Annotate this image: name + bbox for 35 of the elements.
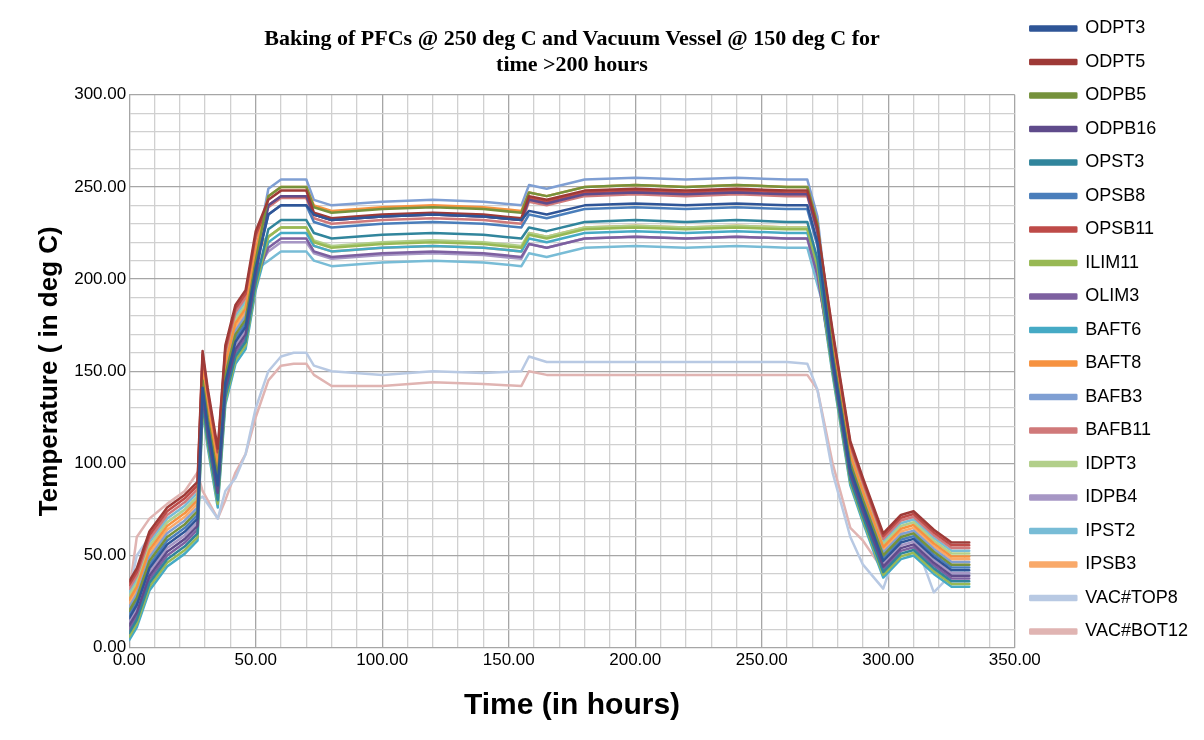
legend-label: VAC#TOP8 <box>1085 586 1178 607</box>
y-tick-label: 50.00 <box>83 545 127 565</box>
x-tick-label: 250.00 <box>735 650 788 670</box>
x-tick-label: 50.00 <box>234 650 277 670</box>
legend-label: BAFB3 <box>1085 385 1143 406</box>
x-tick-label: 100.00 <box>356 650 409 670</box>
y-tick-label: 300.00 <box>74 84 127 104</box>
legend-label: ODPB5 <box>1085 84 1147 105</box>
x-tick-label: 300.00 <box>862 650 915 670</box>
legend-label: IDPB4 <box>1085 486 1138 507</box>
legend-label: BAFT6 <box>1085 318 1142 339</box>
y-tick-label: 150.00 <box>74 360 127 380</box>
legend-label: IPSB3 <box>1085 553 1137 574</box>
y-tick-label: 100.00 <box>74 453 127 473</box>
legend-label: ILIM11 <box>1085 251 1139 272</box>
x-tick-label: 350.00 <box>988 650 1041 670</box>
legend-label: OPST3 <box>1085 151 1145 172</box>
legend-label: BAFT8 <box>1085 352 1142 373</box>
legend-label: BAFB11 <box>1085 419 1151 440</box>
y-tick-label: 200.00 <box>74 268 127 288</box>
legend-label: VAC#BOT12 <box>1085 620 1189 641</box>
legend-label: OPSB11 <box>1085 218 1155 239</box>
chart-title: Baking of PFCs @ 250 deg C and Vacuum Vessel @ 150 deg C for time >200 hours <box>264 24 880 77</box>
legend-label: ODPB16 <box>1085 117 1157 138</box>
legend-label: ODPT5 <box>1085 50 1146 71</box>
x-axis-title: Time (in hours) <box>463 687 681 721</box>
legend-label: OPSB8 <box>1085 184 1146 205</box>
y-axis-title: Temperature ( in deg C) <box>32 226 63 517</box>
x-tick-label: 200.00 <box>609 650 662 670</box>
legend-label: OLIM3 <box>1085 285 1140 306</box>
legend-label: ODPT3 <box>1085 17 1146 38</box>
x-tick-label: 150.00 <box>482 650 535 670</box>
legend-label: IDPT3 <box>1085 452 1137 473</box>
y-tick-label: 250.00 <box>74 176 127 196</box>
legend-label: IPST2 <box>1085 519 1136 540</box>
